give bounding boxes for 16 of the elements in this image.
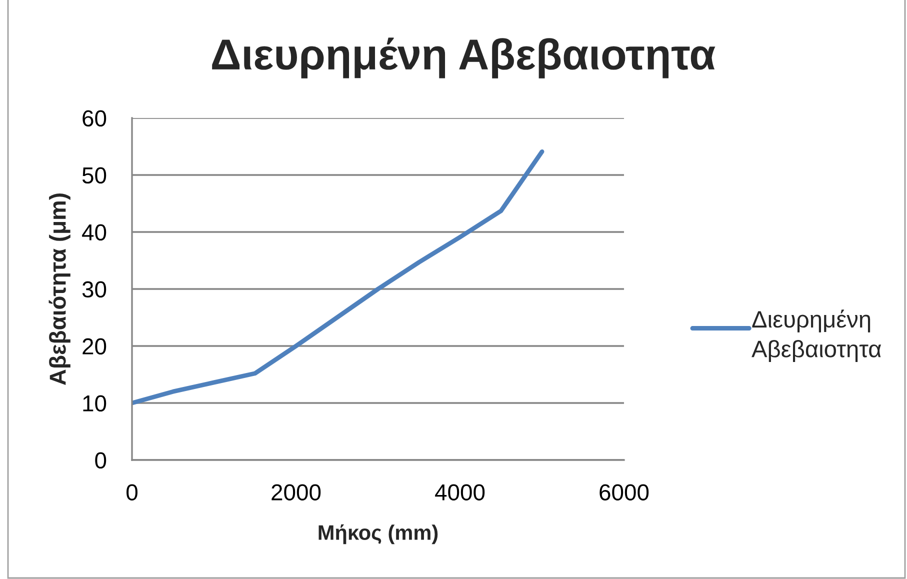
y-tick-label: 50	[82, 167, 106, 184]
legend-label: Διευρημένη Αβεβαιοτητα	[752, 310, 882, 362]
x-axis-title: Μήκος (mm)	[318, 524, 438, 544]
y-axis-title: Αβεβαιότητα (μm)	[48, 194, 70, 386]
chart-title: Διευρημένη Αβεβαιοτητα	[212, 38, 716, 78]
y-tick-label: 60	[82, 110, 106, 127]
y-tick-label: 0	[95, 452, 106, 469]
y-tick-label: 40	[82, 224, 106, 241]
y-tick-label: 30	[82, 281, 106, 298]
x-tick-label: 0	[126, 484, 138, 500]
x-tick-label: 6000	[600, 484, 649, 500]
y-tick-label: 20	[82, 338, 106, 355]
x-tick-label: 2000	[272, 484, 321, 500]
line-series	[132, 149, 544, 406]
x-tick-label: 4000	[435, 484, 485, 500]
y-tick-label: 10	[83, 395, 106, 412]
